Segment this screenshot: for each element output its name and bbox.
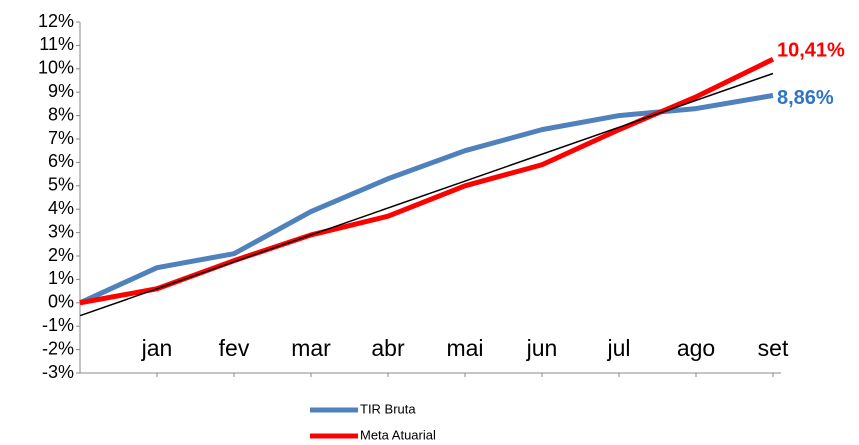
x-tick-label: jun (526, 335, 558, 361)
y-tick-label: 9% (48, 81, 74, 101)
x-tick-label: ago (677, 335, 715, 361)
x-tick-label: jan (141, 335, 173, 361)
y-tick-label: 4% (48, 198, 74, 218)
y-tick-label: 3% (48, 221, 74, 241)
y-tick-label: 10% (38, 58, 74, 78)
y-tick-label: 11% (39, 34, 74, 54)
data-label: 8,86% (777, 87, 834, 109)
y-tick-label: 6% (48, 151, 74, 171)
legend-label: TIR Bruta (360, 401, 416, 416)
series-line (79, 56, 775, 306)
x-tick-label: mai (446, 335, 483, 361)
y-tick-label: 7% (48, 128, 74, 148)
y-tick-label: 0% (48, 292, 74, 312)
x-tick-label: jul (606, 335, 630, 361)
x-tick-label: mar (291, 335, 331, 361)
y-tick-label: 5% (48, 175, 74, 195)
y-tick-label: -2% (42, 338, 74, 358)
data-label: 10,41% (777, 39, 845, 61)
trendline (79, 72, 774, 317)
legend-label: Meta Atuarial (360, 427, 436, 442)
y-tick-label: 8% (48, 104, 74, 124)
x-tick-label: abr (371, 335, 405, 361)
x-tick-label: set (758, 335, 789, 361)
x-tick-label: fev (219, 335, 250, 361)
y-tick-label: 12% (38, 11, 74, 31)
y-tick-label: 2% (48, 245, 74, 265)
y-tick-label: -1% (42, 315, 74, 335)
y-tick-label: -3% (42, 362, 74, 382)
y-tick-label: 1% (48, 268, 74, 288)
